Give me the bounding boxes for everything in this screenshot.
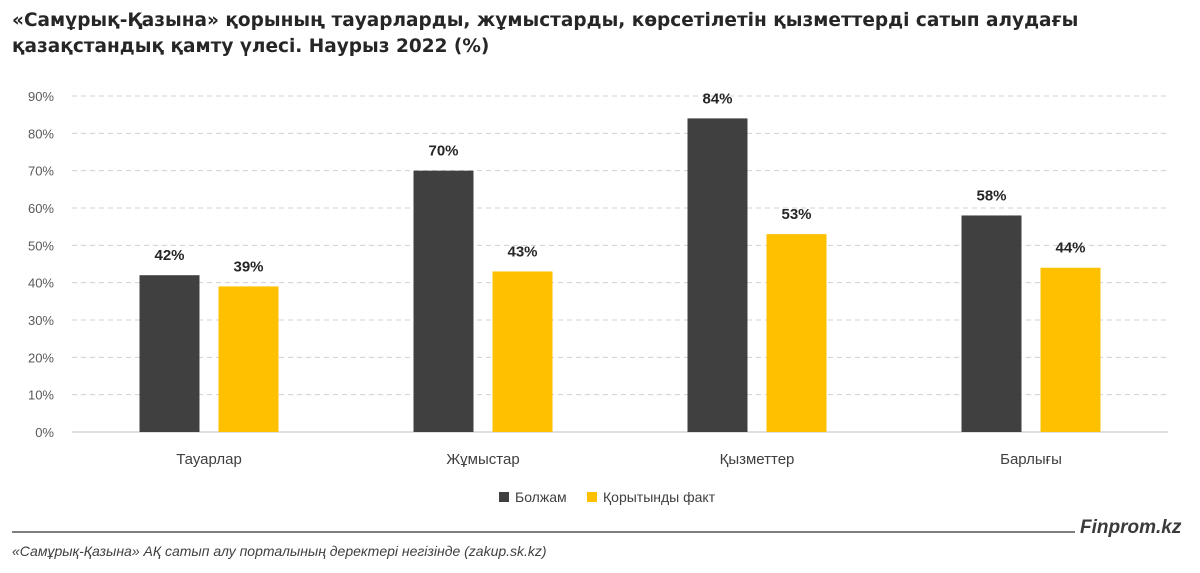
x-tick-label: Жұмыстар (446, 451, 519, 468)
data-label: 42% (154, 247, 184, 264)
bar (492, 271, 553, 432)
y-tick-label: 80% (28, 126, 54, 141)
x-tick-label: Қызметтер (720, 451, 795, 468)
bar (218, 286, 279, 432)
footer-divider (12, 531, 1075, 533)
data-label: 44% (1055, 240, 1085, 257)
data-label: 43% (507, 243, 537, 260)
y-tick-label: 0% (35, 425, 54, 440)
bar (413, 170, 474, 432)
bar (687, 118, 748, 433)
data-label: 39% (233, 258, 263, 275)
bar (766, 234, 827, 432)
brand-label: Finprom.kz (1080, 517, 1182, 538)
y-tick-label: 50% (28, 238, 54, 253)
bar (139, 275, 200, 432)
chart-title-line-1: «Самұрық-Қазына» қорының тауарларды, жұм… (12, 10, 1079, 31)
y-tick-label: 90% (28, 89, 54, 104)
y-tick-label: 60% (28, 201, 54, 216)
legend-swatch (587, 492, 597, 502)
data-label: 84% (702, 90, 732, 107)
chart-title-line-2: қазақстандық қамту үлесі. Наурыз 2022 (%… (12, 36, 490, 57)
data-label: 53% (781, 206, 811, 223)
data-label: 70% (428, 143, 458, 160)
data-label: 58% (976, 187, 1006, 204)
bar (1040, 267, 1101, 432)
y-tick-label: 40% (28, 276, 54, 291)
y-tick-label: 70% (28, 164, 54, 179)
x-tick-label: Барлығы (1000, 451, 1062, 468)
source-note: «Самұрық-Қазына» АҚ сатып алу порталының… (12, 543, 547, 559)
x-tick-label: Тауарлар (176, 451, 242, 468)
chart-title: «Самұрық-Қазына» қорының тауарларды, жұм… (12, 8, 1182, 60)
y-tick-label: 30% (28, 313, 54, 328)
bar (961, 215, 1022, 432)
legend-swatch (499, 492, 509, 502)
bar-chart: 0% 10% 20% 30% 40% 50% 60% 70% 80% 90% 42% 39% Тауар… (28, 89, 1168, 505)
legend-label: Болжам (515, 489, 567, 505)
legend-label: Қорытынды факт (603, 489, 716, 505)
y-tick-label: 10% (28, 388, 54, 403)
y-tick-label: 20% (28, 350, 54, 365)
